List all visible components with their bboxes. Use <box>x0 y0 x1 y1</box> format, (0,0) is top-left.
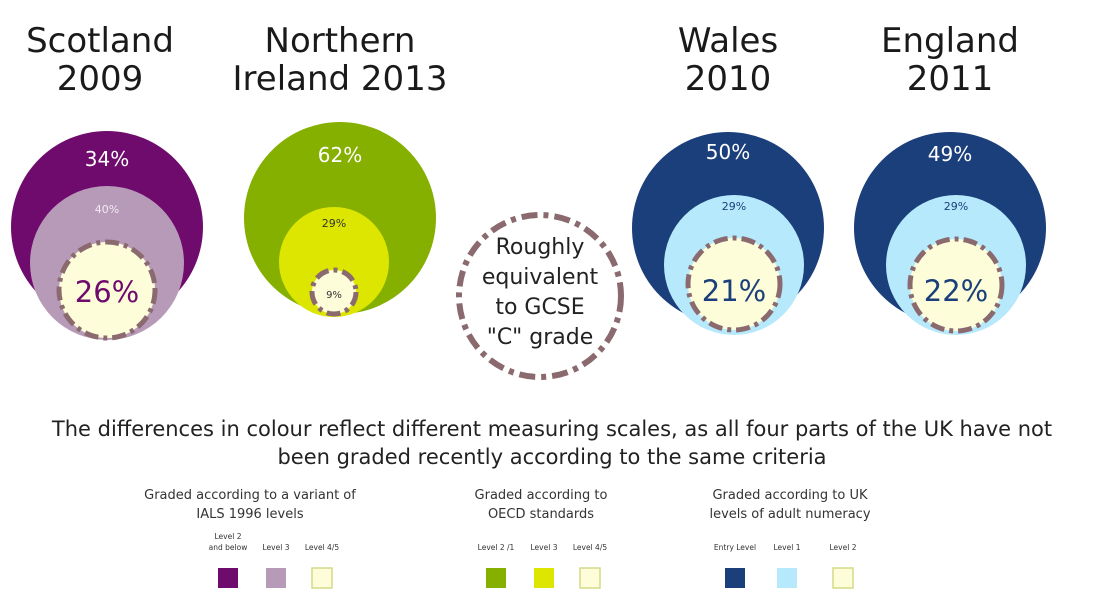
legend-item-label: Level 3 <box>531 543 558 552</box>
equivalent-text-line: to GCSE <box>495 295 584 320</box>
region-title-line: Ireland 2013 <box>233 59 448 99</box>
ring-value-label: 21% <box>702 274 766 308</box>
legend-item-label: Level 1 <box>774 543 801 552</box>
ring-value-label: 29% <box>944 200 968 213</box>
region-title-line: 2011 <box>907 59 994 99</box>
inner-ring <box>309 267 359 317</box>
legend-swatch <box>725 568 745 588</box>
ring-value-label: 29% <box>322 217 346 230</box>
ring-value-label: 26% <box>75 275 139 309</box>
region-title-line: 2010 <box>685 59 772 99</box>
ring-value-label: 50% <box>706 140 750 164</box>
legend-item-label: Level 2 <box>215 532 242 541</box>
inner-ring <box>685 235 783 333</box>
equivalent-text-line: "C" grade <box>487 325 594 350</box>
legend-title-line: OECD standards <box>488 507 594 522</box>
legend-item-label: Entry Level <box>714 543 756 552</box>
legend-title-line: IALS 1996 levels <box>196 507 303 522</box>
legend-swatch <box>218 568 238 588</box>
legend-item-label: Level 3 <box>263 543 290 552</box>
legend-1: Graded according to OECD standards Level 2… <box>475 488 608 589</box>
legend-swatch <box>777 568 797 588</box>
equivalent-dashed-circle <box>456 212 624 380</box>
ring-value-label: 22% <box>924 274 988 308</box>
region-title-line: Scotland <box>26 21 174 61</box>
legend-swatch <box>534 568 554 588</box>
region-title-line: Wales <box>678 21 778 61</box>
ring-value-label: 9% <box>326 290 342 301</box>
equivalent-text-line: Roughly <box>496 235 585 260</box>
ring-value-label: 40% <box>95 203 119 216</box>
ring-value-label: 29% <box>722 200 746 213</box>
ring-value-label: 49% <box>928 142 972 166</box>
legend-2: Graded according to UK levels of adult nu… <box>709 488 871 589</box>
legend-title-line: levels of adult numeracy <box>709 507 870 522</box>
region-title-line: England <box>881 21 1019 61</box>
inner-ring <box>907 236 1005 334</box>
legend-title-line: Graded according to UK <box>712 488 868 503</box>
legend-item-label: Level 4/5 <box>305 543 339 552</box>
legend-swatch <box>266 568 286 588</box>
legend-swatch <box>486 568 506 588</box>
legend-0: Graded according to a variant of IALS 199… <box>144 488 356 589</box>
middle-ring <box>279 207 389 317</box>
region-title-line: Northern <box>265 21 416 61</box>
legend-item-label: Level 2 /1 <box>478 543 515 552</box>
ring-value-label: 62% <box>318 143 362 167</box>
scale-note-line: been graded recently according to the sa… <box>277 445 826 469</box>
legend-item-label: Level 4/5 <box>573 543 607 552</box>
legend-title-line: Graded according to <box>475 488 608 503</box>
ring-value-label: 34% <box>85 147 129 171</box>
legend-swatch <box>832 567 854 589</box>
legend-title-line: Graded according to a variant of <box>144 488 356 503</box>
scale-note-line: The differences in colour reflect differ… <box>51 417 1052 441</box>
legend-item-label: and below <box>209 543 248 552</box>
equivalent-text-line: equivalent <box>482 265 599 290</box>
legend-swatch <box>311 567 333 589</box>
legend-item-label: Level 2 <box>830 543 857 552</box>
legend-swatch <box>579 567 601 589</box>
gcse-equivalent-marker: Roughly equivalent to GCSE "C" grade <box>456 212 624 380</box>
inner-ring <box>56 239 158 341</box>
region-title-line: 2009 <box>57 59 144 99</box>
